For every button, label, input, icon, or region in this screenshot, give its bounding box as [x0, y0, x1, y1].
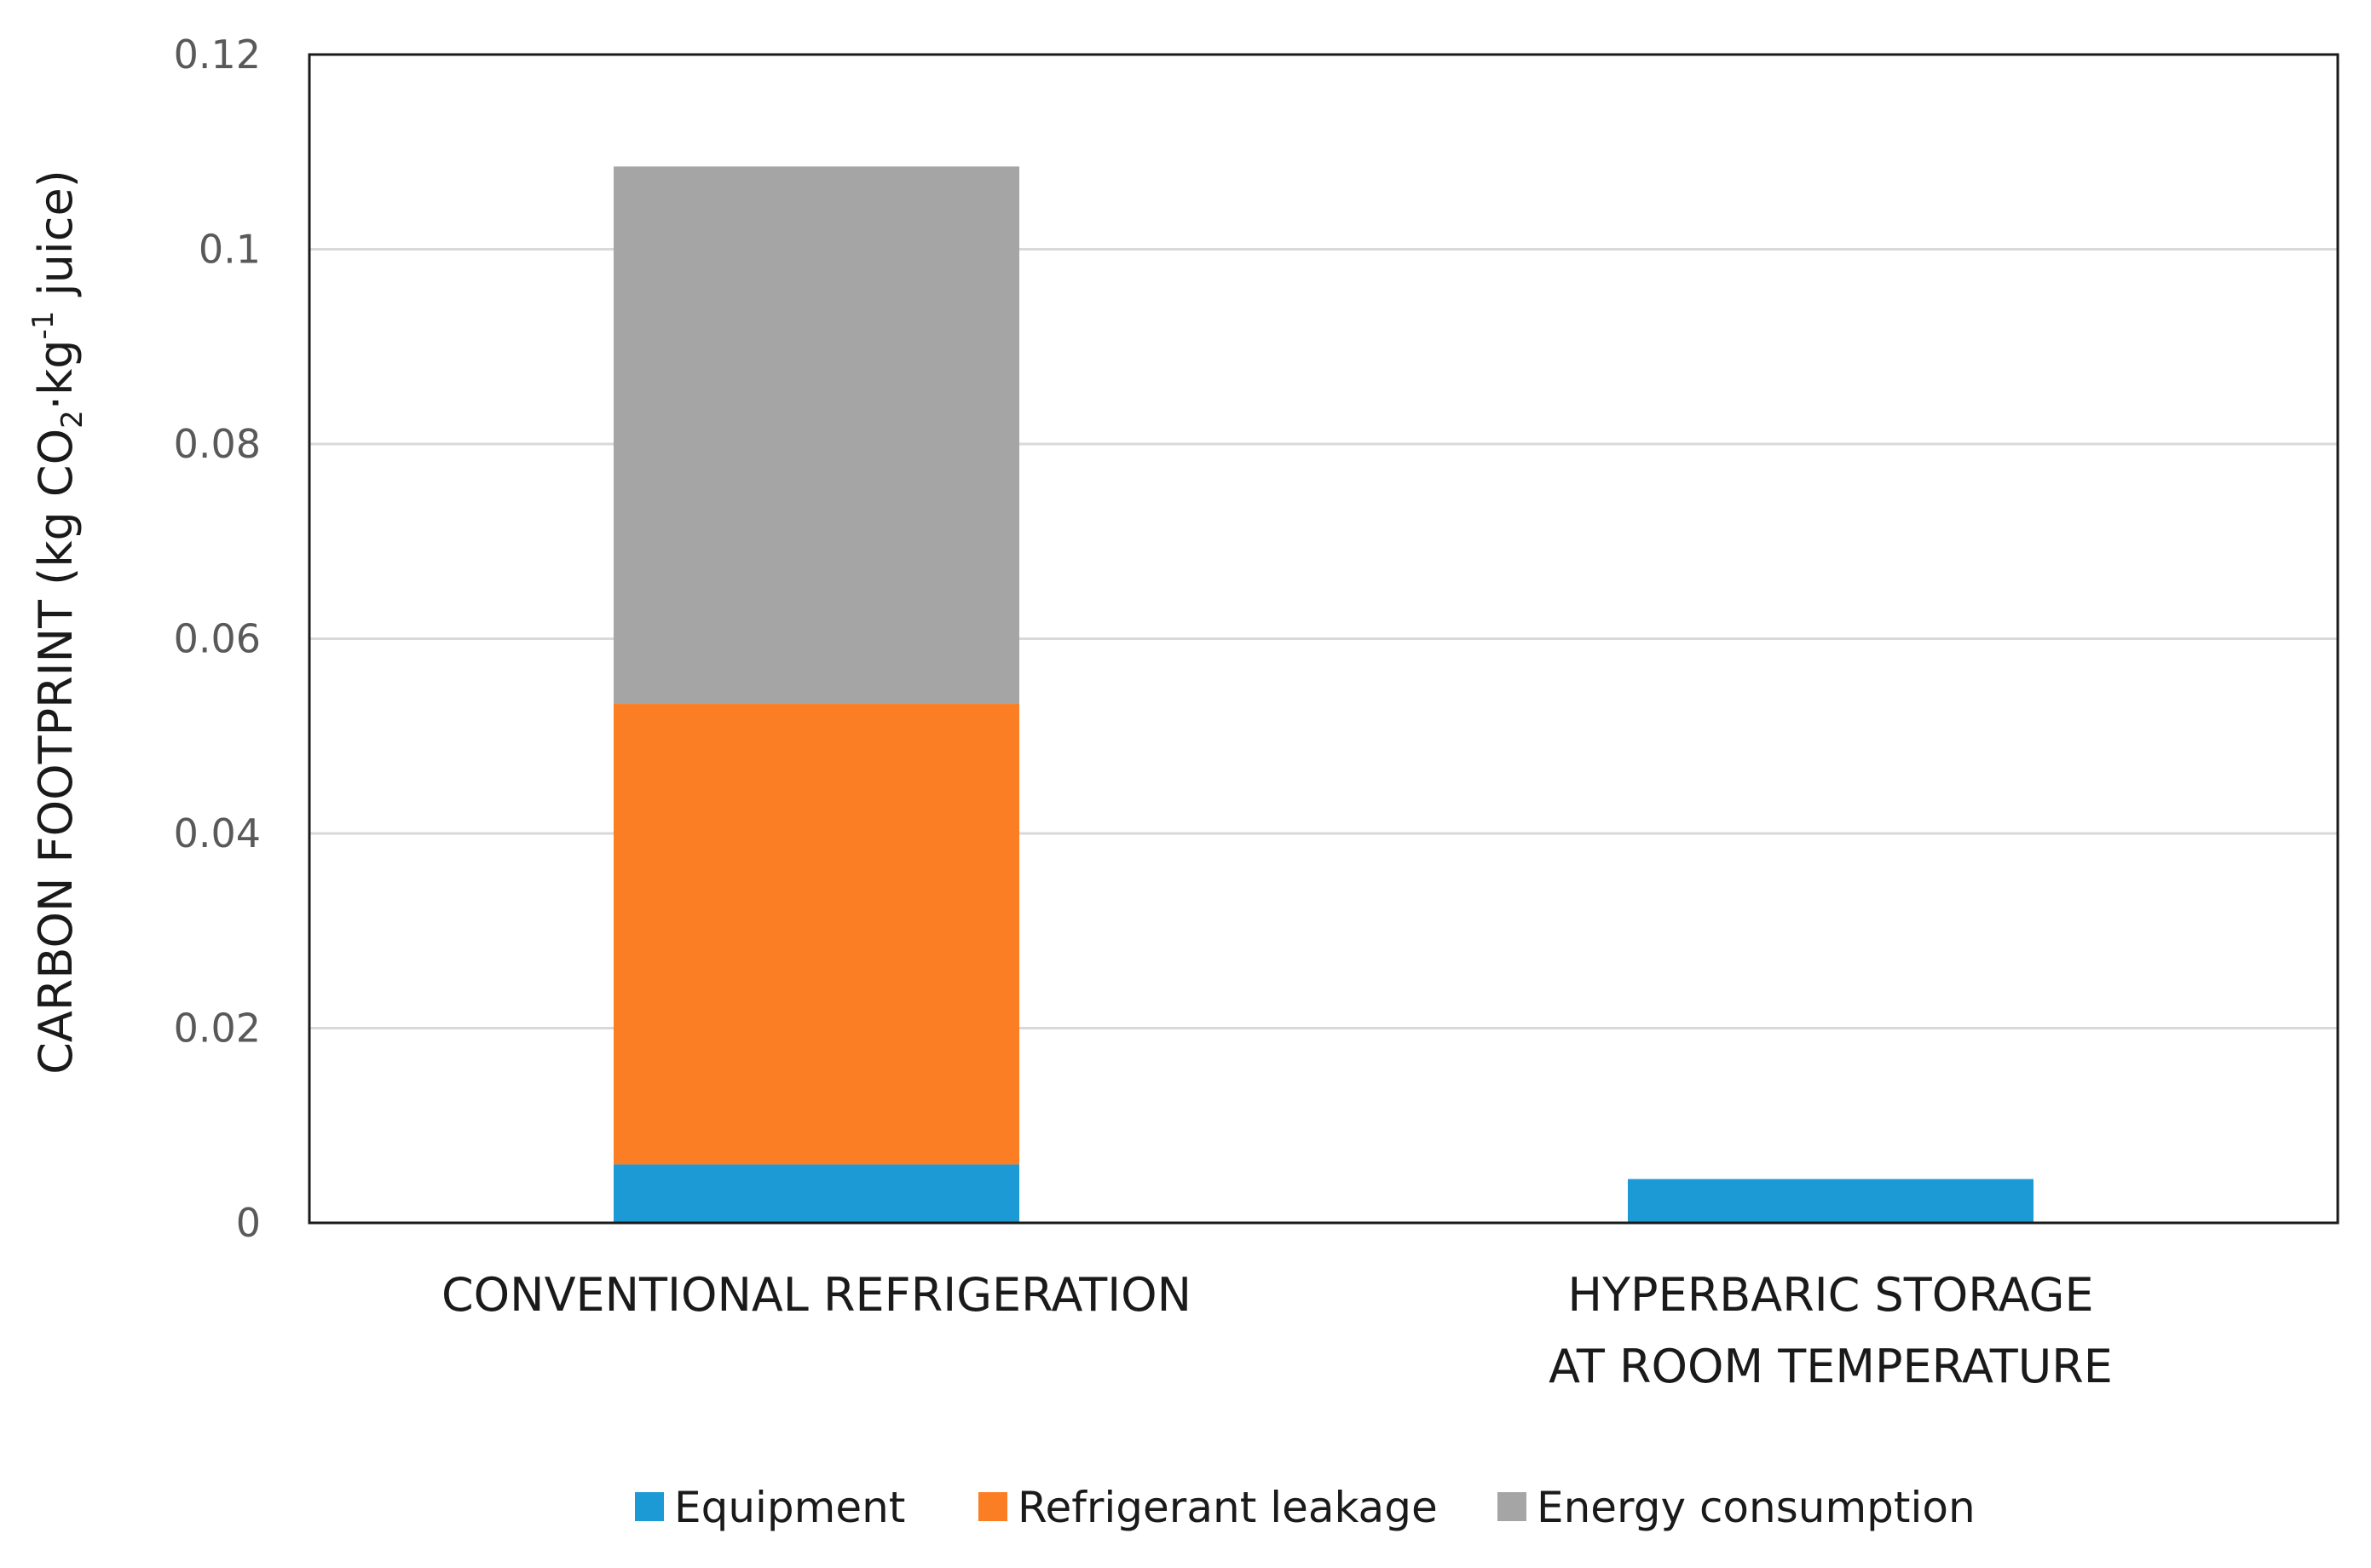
bar-segment-refrigerant-leakage: [614, 704, 1019, 1165]
y-tick-label: 0.12: [174, 32, 261, 78]
y-tick-label: 0.02: [174, 1006, 261, 1052]
x-category-label: HYPERBARIC STORAGE AT ROOM TEMPERATURE: [1549, 1268, 2113, 1393]
plot-area-border: [308, 53, 2339, 1225]
y-tick-label: 0.06: [174, 616, 261, 662]
y-axis-title: CARBON FOOTPRINT (kg CO2·kg-1 juice): [26, 170, 89, 1075]
legend: Equipment Refrigerant leakage Energy consu…: [635, 1483, 1976, 1532]
legend-swatch: [1497, 1492, 1526, 1521]
x-category-label: CONVENTIONAL REFRIGERATION: [441, 1268, 1191, 1322]
bar-segment-energy-consumption: [614, 166, 1019, 705]
bars: [614, 166, 2034, 1223]
bar-segment-equipment: [614, 1164, 1019, 1223]
y-tick-label: 0.08: [174, 421, 261, 467]
y-tick-label: 0.1: [199, 227, 261, 273]
y-tick-label: 0.04: [174, 810, 261, 856]
legend-swatch: [635, 1492, 664, 1521]
y-tick-label: 0: [236, 1200, 261, 1246]
y-axis-ticks: 0 0.02 0.04 0.06 0.08 0.1 0.12: [174, 32, 261, 1246]
legend-label: Energy consumption: [1537, 1483, 1976, 1532]
bar-segment-equipment: [1628, 1179, 2034, 1223]
legend-label: Equipment: [674, 1483, 905, 1532]
legend-label: Refrigerant leakage: [1018, 1483, 1438, 1532]
legend-swatch: [978, 1492, 1007, 1521]
x-axis-categories: CONVENTIONAL REFRIGERATION HYPERBARIC STO…: [441, 1268, 2113, 1393]
